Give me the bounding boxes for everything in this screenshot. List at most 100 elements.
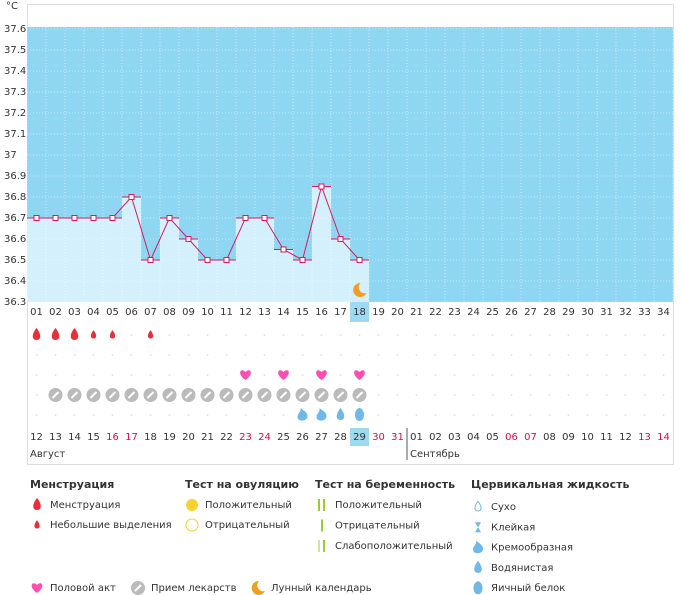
legend-label: Сухо xyxy=(491,502,516,513)
icon-shape xyxy=(240,370,251,380)
row-dot xyxy=(434,354,437,356)
watery-icon xyxy=(474,560,482,573)
temperature-point xyxy=(261,215,268,221)
x-tick-label: 03 xyxy=(68,307,81,318)
row-dot xyxy=(662,374,665,376)
date-label: 29 xyxy=(353,432,366,443)
temperature-point xyxy=(204,257,211,263)
egg_white-icon xyxy=(473,581,483,595)
icon-shape xyxy=(318,499,320,511)
icon-shape xyxy=(297,408,308,421)
y-tick-label: 37.1 xyxy=(4,129,26,140)
row-dot xyxy=(472,334,475,336)
x-tick-label: 16 xyxy=(315,307,328,318)
icon-shape xyxy=(353,282,367,297)
heart-icon xyxy=(316,370,327,380)
temperature-bar xyxy=(198,260,217,302)
legend-label: Кремообразная xyxy=(491,543,573,554)
x-tick-label: 34 xyxy=(657,307,670,318)
row-dot xyxy=(263,354,266,356)
heart-icon xyxy=(240,370,251,380)
med-icon xyxy=(219,388,234,402)
med-icon xyxy=(257,388,272,402)
light-icon xyxy=(90,330,97,339)
icon-shape xyxy=(51,391,60,399)
row-dot xyxy=(225,414,228,416)
icon-shape xyxy=(108,391,117,399)
x-tick-label: 05 xyxy=(106,307,119,318)
x-tick-label: 21 xyxy=(410,307,423,318)
row-dot xyxy=(206,414,209,416)
row-dot xyxy=(548,334,551,336)
y-tick-label: 36.4 xyxy=(4,276,26,287)
legend-label: Менструация xyxy=(50,500,120,511)
x-tick-label: 22 xyxy=(429,307,442,318)
date-label: 03 xyxy=(448,432,461,443)
legend-label: Лунный календарь xyxy=(271,583,372,594)
x-tick-label: 20 xyxy=(391,307,404,318)
row-dot xyxy=(453,334,456,336)
row-dot xyxy=(586,334,589,336)
row-dot xyxy=(130,354,133,356)
date-label: 01 xyxy=(410,432,423,443)
row-dot xyxy=(244,334,247,336)
icon-shape xyxy=(251,580,265,595)
legend-title: Менструация xyxy=(30,478,114,491)
icon-shape xyxy=(165,391,174,399)
row-dot xyxy=(168,334,171,336)
med-icon xyxy=(143,388,158,402)
icon-shape xyxy=(355,408,364,421)
legend-title: Тест на беременность xyxy=(315,478,455,491)
temperature-bar xyxy=(255,218,274,302)
icon-shape xyxy=(134,584,142,592)
row-dot xyxy=(92,414,95,416)
icon-shape xyxy=(279,391,288,399)
row-dot xyxy=(339,334,342,336)
row-dot xyxy=(149,354,152,356)
icon-shape xyxy=(316,408,327,421)
row-dot xyxy=(605,354,608,356)
row-dot xyxy=(605,394,608,396)
pr_pos-icon xyxy=(318,499,325,511)
row-dot xyxy=(187,374,190,376)
temperature-bar xyxy=(236,218,255,302)
med-icon xyxy=(124,388,139,402)
icon-shape xyxy=(317,391,326,399)
y-tick-label: 37.6 xyxy=(4,24,26,35)
row-dot xyxy=(130,374,133,376)
icon-shape xyxy=(316,370,327,380)
moon-icon xyxy=(353,282,367,297)
temperature-bar xyxy=(293,260,312,302)
row-dot xyxy=(396,394,399,396)
med-icon xyxy=(333,388,348,402)
y-tick-label: 36.8 xyxy=(4,192,26,203)
temperature-bar xyxy=(84,218,103,302)
y-tick-label: 37.5 xyxy=(4,45,26,56)
x-tick-label: 01 xyxy=(30,307,43,318)
date-label: 18 xyxy=(144,432,157,443)
date-label: 30 xyxy=(372,432,385,443)
temperature-point xyxy=(185,236,192,242)
row-dot xyxy=(491,394,494,396)
row-dot xyxy=(225,374,228,376)
row-dot xyxy=(415,334,418,336)
row-dot xyxy=(624,334,627,336)
legend-label: Отрицательный xyxy=(205,520,290,531)
icon-shape xyxy=(127,391,136,399)
row-dot xyxy=(548,354,551,356)
temperature-point xyxy=(337,236,344,242)
row-dot xyxy=(111,354,114,356)
date-label: 11 xyxy=(600,432,613,443)
row-dot xyxy=(206,374,209,376)
row-dot xyxy=(187,354,190,356)
month-label: Август xyxy=(30,449,65,460)
icon-shape xyxy=(321,519,323,532)
x-tick-label: 31 xyxy=(600,307,613,318)
date-label: 15 xyxy=(87,432,100,443)
row-dot xyxy=(567,374,570,376)
med-icon xyxy=(48,388,63,402)
icon-shape xyxy=(354,370,365,380)
x-tick-label: 27 xyxy=(524,307,537,318)
temperature-bar xyxy=(103,218,122,302)
row-dot xyxy=(54,414,57,416)
